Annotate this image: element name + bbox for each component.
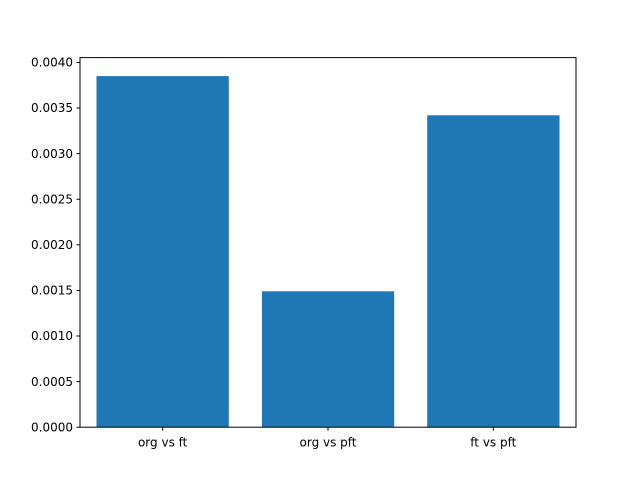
y-tick-label: 0.0005 bbox=[31, 375, 73, 389]
bar-org-vs-pft bbox=[261, 291, 395, 428]
y-tick-label: 0.0020 bbox=[31, 238, 73, 252]
x-tick-label: org vs ft bbox=[138, 436, 188, 450]
bar-org-vs-ft bbox=[96, 76, 229, 428]
y-tick-label: 0.0010 bbox=[31, 329, 73, 343]
bar-ft-vs-pft bbox=[427, 115, 560, 428]
y-tick-label: 0.0030 bbox=[31, 147, 73, 161]
y-tick-label: 0.0015 bbox=[31, 284, 73, 298]
x-tick-label: ft vs pft bbox=[470, 436, 516, 450]
y-tick-label: 0.0025 bbox=[31, 192, 73, 206]
y-tick-label: 0.0040 bbox=[31, 56, 73, 70]
x-tick-label: org vs pft bbox=[300, 436, 357, 450]
y-tick-label: 0.0000 bbox=[31, 420, 73, 434]
y-tick-label: 0.0035 bbox=[31, 101, 73, 115]
